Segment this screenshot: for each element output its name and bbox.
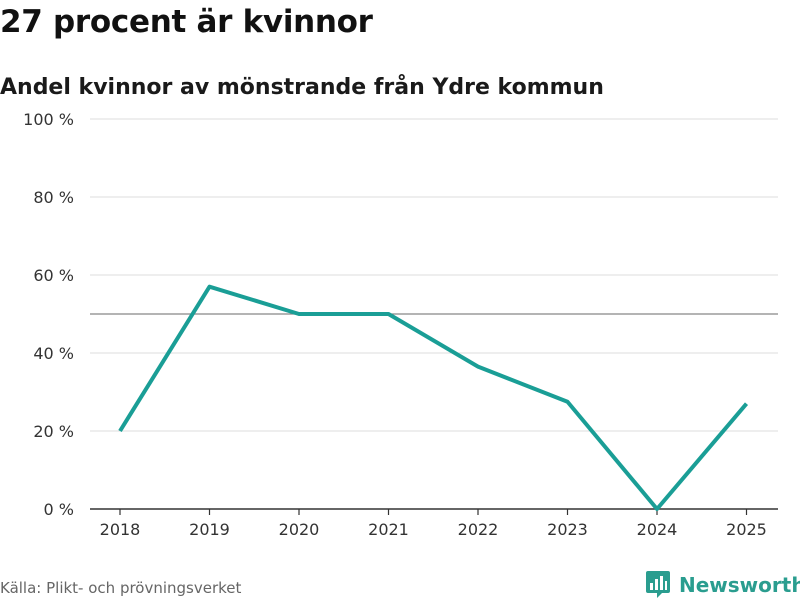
x-tick-label: 2022 [458, 520, 499, 539]
y-tick-label: 20 % [33, 422, 74, 441]
x-tick-label: 2019 [189, 520, 230, 539]
data-point[interactable] [475, 364, 481, 370]
series-line [118, 284, 749, 511]
y-tick-label: 40 % [33, 344, 74, 363]
x-tick-label: 2020 [279, 520, 320, 539]
newsworthy-icon [646, 571, 670, 598]
chart-subtitle: Andel kvinnor av mönstrande från Ydre ko… [0, 75, 604, 100]
x-tick-label: 2025 [726, 520, 767, 539]
x-axis-ticks: 2018 2019 2020 2021 2022 2023 2024 2025 [90, 508, 778, 539]
x-tick-label: 2021 [368, 520, 409, 539]
series-layer [117, 284, 750, 512]
data-point[interactable] [296, 311, 302, 317]
chart-title: 27 procent är kvinnor [0, 4, 373, 40]
newsworthy-logo[interactable]: Newsworthy [645, 570, 800, 600]
data-point[interactable] [654, 506, 660, 512]
y-tick-label: 60 % [33, 266, 74, 285]
gridlines [90, 118, 778, 432]
data-point[interactable] [207, 284, 213, 290]
x-tick-label: 2018 [100, 520, 141, 539]
data-point[interactable] [117, 428, 123, 434]
y-tick-label: 80 % [33, 188, 74, 207]
x-tick-label: 2023 [547, 520, 588, 539]
data-point[interactable] [744, 401, 750, 407]
x-tick-label: 2024 [637, 520, 678, 539]
y-axis-ticks: 0 % 20 % 40 % 60 % 80 % 100 % [23, 110, 74, 519]
data-point[interactable] [386, 311, 392, 317]
brand-name: Newsworthy [679, 573, 800, 597]
y-tick-label: 0 % [44, 500, 74, 519]
y-tick-label: 100 % [23, 110, 74, 129]
data-point[interactable] [565, 399, 571, 405]
source-note: Källa: Plikt- och prövningsverket [0, 579, 242, 597]
